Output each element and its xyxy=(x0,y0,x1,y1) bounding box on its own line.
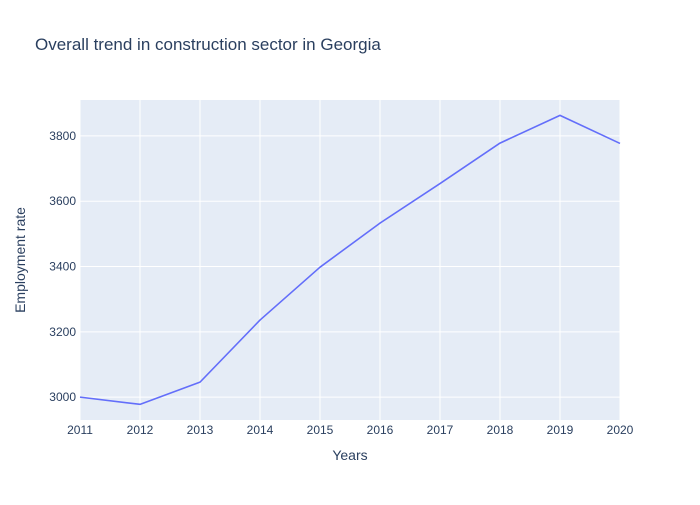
x-tick-label: 2017 xyxy=(427,423,454,437)
x-tick-label: 2011 xyxy=(67,423,93,437)
y-tick-label: 3000 xyxy=(49,390,76,404)
x-tick-label: 2012 xyxy=(127,423,154,437)
y-tick-label: 3600 xyxy=(49,194,76,208)
chart-title: Overall trend in construction sector in … xyxy=(35,35,381,54)
y-tick-label: 3200 xyxy=(49,325,76,339)
x-axis-ticks: 2011 2012 2013 2014 2015 2016 2017 2018 2019 2020 xyxy=(67,423,634,437)
y-axis-ticks: 3000 3200 3400 3600 3800 xyxy=(49,129,76,404)
y-tick-label: 3800 xyxy=(49,129,76,143)
x-tick-label: 2014 xyxy=(247,423,274,437)
x-tick-label: 2020 xyxy=(607,423,634,437)
x-tick-label: 2019 xyxy=(547,423,574,437)
y-axis-title: Employment rate xyxy=(12,207,28,313)
x-tick-label: 2016 xyxy=(367,423,394,437)
x-axis-title: Years xyxy=(332,447,367,463)
plot-area xyxy=(80,100,620,420)
y-tick-label: 3400 xyxy=(49,260,76,274)
x-tick-label: 2013 xyxy=(187,423,214,437)
x-tick-label: 2018 xyxy=(487,423,514,437)
x-tick-label: 2015 xyxy=(307,423,334,437)
